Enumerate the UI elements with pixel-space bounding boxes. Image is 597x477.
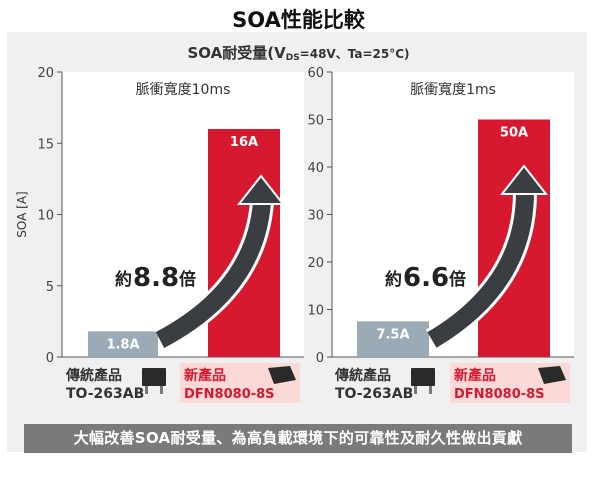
multiplier-bg xyxy=(377,259,475,293)
to263-package-icon xyxy=(142,368,166,386)
y-tick-label: 0 xyxy=(46,351,54,366)
growth-arrow-shaft xyxy=(155,201,271,348)
dfn-package-icon xyxy=(268,366,296,384)
subtitle-subscript: DS xyxy=(285,53,300,63)
multiplier-bg xyxy=(107,259,205,293)
growth-arrow-head xyxy=(499,164,549,195)
y-tick-label: 5 xyxy=(46,280,54,295)
y-tick-label: 30 xyxy=(307,209,324,224)
y-tick-label: 10 xyxy=(37,209,54,224)
conventional-product-name: 傳統產品 xyxy=(65,367,122,384)
y-tick-label: 60 xyxy=(307,66,324,81)
to263-lead xyxy=(145,386,148,394)
chart-subtitle: SOA耐受量(VDS=48V、Ta=25°C) xyxy=(0,42,597,63)
new-product-name: 新產品 xyxy=(184,367,226,384)
bar-conventional xyxy=(88,331,158,357)
conventional-package-name: TO-263AB xyxy=(66,386,144,402)
to263-lead xyxy=(160,386,163,394)
to263-package-icon xyxy=(411,368,435,386)
conventional-package-name: TO-263AB xyxy=(335,386,413,402)
bar-value-label: 16A xyxy=(230,135,258,150)
to263-lead xyxy=(429,386,432,394)
page-title: SOA性能比較 xyxy=(232,8,365,32)
y-tick-label: 20 xyxy=(307,256,324,271)
y-tick-label: 40 xyxy=(307,161,324,176)
y-tick-label: 15 xyxy=(37,137,54,152)
new-product-name: 新產品 xyxy=(454,367,496,384)
growth-arrow-head xyxy=(236,174,286,205)
growth-arrow-shaft xyxy=(427,191,534,348)
new-package-name: DFN8080-8S xyxy=(184,387,275,402)
y-tick-label: 50 xyxy=(307,114,324,129)
multiplier-value: 6.6 xyxy=(403,263,449,293)
y-axis-label: SOA [A] xyxy=(15,191,29,237)
subtitle-suffix: =48V、Ta=25°C) xyxy=(299,47,410,61)
multiplier-value: 8.8 xyxy=(133,263,179,293)
chart-title-2: 脈衝寬度1ms xyxy=(410,81,496,98)
multiplier-suffix: 倍 xyxy=(449,269,466,290)
multiplier-prefix: 約 xyxy=(115,269,132,290)
bar-conventional xyxy=(357,321,429,357)
multiplier-prefix: 約 xyxy=(385,269,402,290)
conventional-product-name: 傳統產品 xyxy=(334,367,391,384)
y-tick-label: 0 xyxy=(316,351,324,366)
subtitle-prefix: SOA耐受量(V xyxy=(187,44,286,62)
new-package-name: DFN8080-8S xyxy=(454,387,545,402)
dfn-package-icon xyxy=(538,366,566,384)
y-tick-label: 20 xyxy=(37,66,54,81)
y-tick-label: 10 xyxy=(307,304,324,319)
multiplier-suffix: 倍 xyxy=(179,269,196,290)
footer-banner: 大幅改善SOA耐受量、為高負載環境下的可靠性及耐久性做出貢獻 xyxy=(24,424,572,453)
bar-value-label: 7.5A xyxy=(376,327,409,342)
chart-title-1: 脈衝寬度10ms xyxy=(136,81,231,98)
to263-lead xyxy=(414,386,417,394)
bar-value-label: 50A xyxy=(500,126,528,141)
bar-value-label: 1.8A xyxy=(106,337,139,352)
